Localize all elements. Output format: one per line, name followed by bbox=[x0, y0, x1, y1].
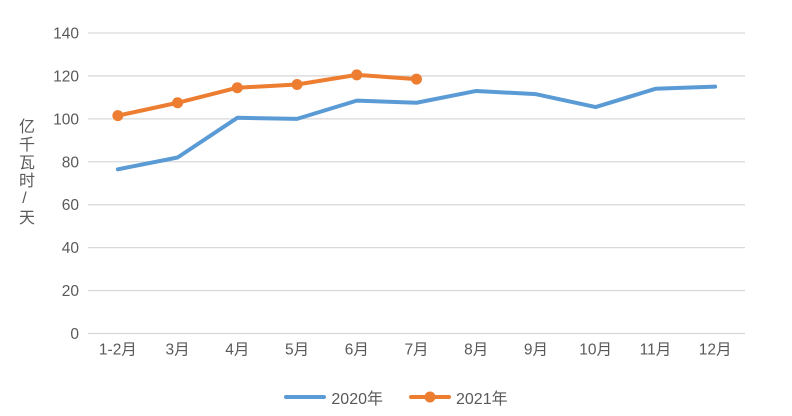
series-line-2020年 bbox=[115, 84, 718, 172]
y-tick-label-20: 20 bbox=[62, 283, 80, 300]
series-marker-2021年-1-2月 bbox=[112, 110, 124, 122]
y-axis-title: 亿千瓦时/天 bbox=[16, 118, 33, 227]
x-tick-label-6: 7月 bbox=[404, 342, 428, 359]
y-tick-label-100: 100 bbox=[53, 111, 79, 128]
legend-item-2021: 2021年 bbox=[409, 385, 508, 409]
series-marker-2021年-3月 bbox=[172, 97, 184, 109]
x-tick-label-3: 4月 bbox=[225, 342, 249, 359]
y-tick-label-140: 140 bbox=[53, 26, 79, 43]
legend-line-sample-2021 bbox=[409, 391, 451, 403]
y-tick-label-80: 80 bbox=[62, 154, 80, 171]
x-tick-label-1: 1-2月 bbox=[99, 342, 137, 359]
y-tick-label-0: 0 bbox=[70, 326, 79, 343]
legend-label-2021: 2021年 bbox=[456, 391, 508, 408]
x-tick-label-7: 8月 bbox=[464, 342, 488, 359]
legend-item-2020: 2020年 bbox=[284, 385, 383, 409]
y-tick-label-60: 60 bbox=[62, 197, 80, 214]
legend-marker-dot-2021 bbox=[424, 391, 436, 403]
series-marker-2021年-7月 bbox=[411, 73, 422, 85]
legend-line-sample-2020 bbox=[284, 395, 327, 399]
series-marker-2021年-6月 bbox=[351, 69, 363, 81]
x-tick-label-2: 3月 bbox=[166, 342, 190, 359]
chart-legend: 2020年 2021年 bbox=[0, 385, 792, 409]
legend-label-2020: 2020年 bbox=[331, 391, 383, 408]
x-tick-label-10: 11月 bbox=[640, 342, 672, 359]
x-tick-label-11: 12月 bbox=[699, 342, 732, 359]
x-tick-label-9: 10月 bbox=[579, 342, 612, 359]
y-tick-label-120: 120 bbox=[53, 68, 79, 85]
x-tick-label-4: 5月 bbox=[285, 342, 309, 359]
series-marker-2021年-4月 bbox=[231, 82, 243, 94]
series-marker-2021年-5月 bbox=[291, 79, 303, 91]
series-line-2021年 bbox=[115, 72, 419, 118]
x-tick-label-8: 9月 bbox=[524, 342, 548, 359]
x-tick-label-5: 6月 bbox=[345, 342, 369, 359]
y-tick-label-40: 40 bbox=[62, 240, 80, 257]
